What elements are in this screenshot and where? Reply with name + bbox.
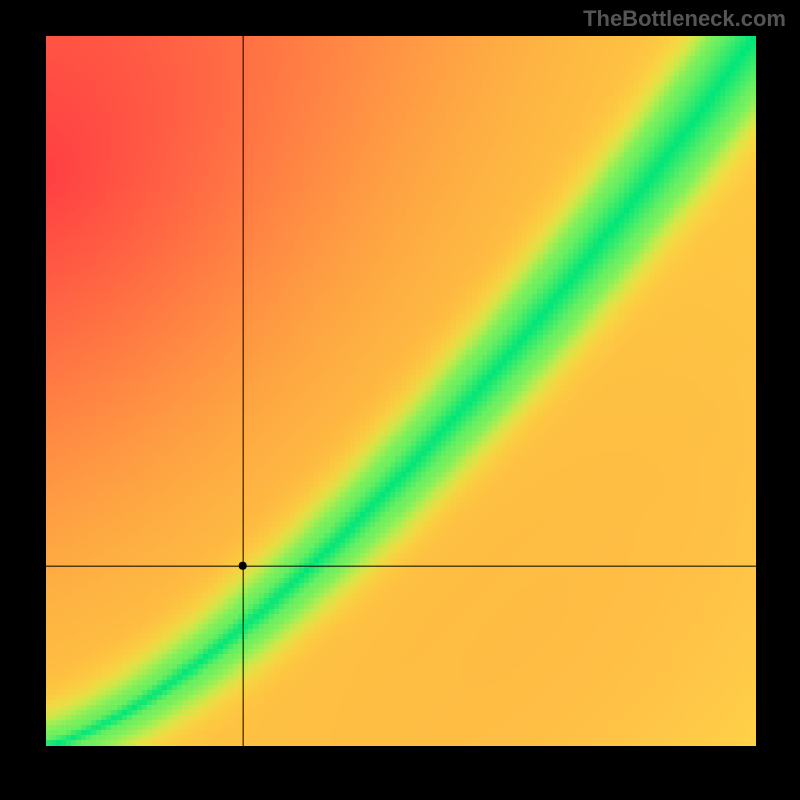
heatmap-canvas	[46, 36, 756, 746]
chart-container: TheBottleneck.com	[0, 0, 800, 800]
plot-area	[46, 36, 756, 746]
watermark-label: TheBottleneck.com	[583, 6, 786, 32]
